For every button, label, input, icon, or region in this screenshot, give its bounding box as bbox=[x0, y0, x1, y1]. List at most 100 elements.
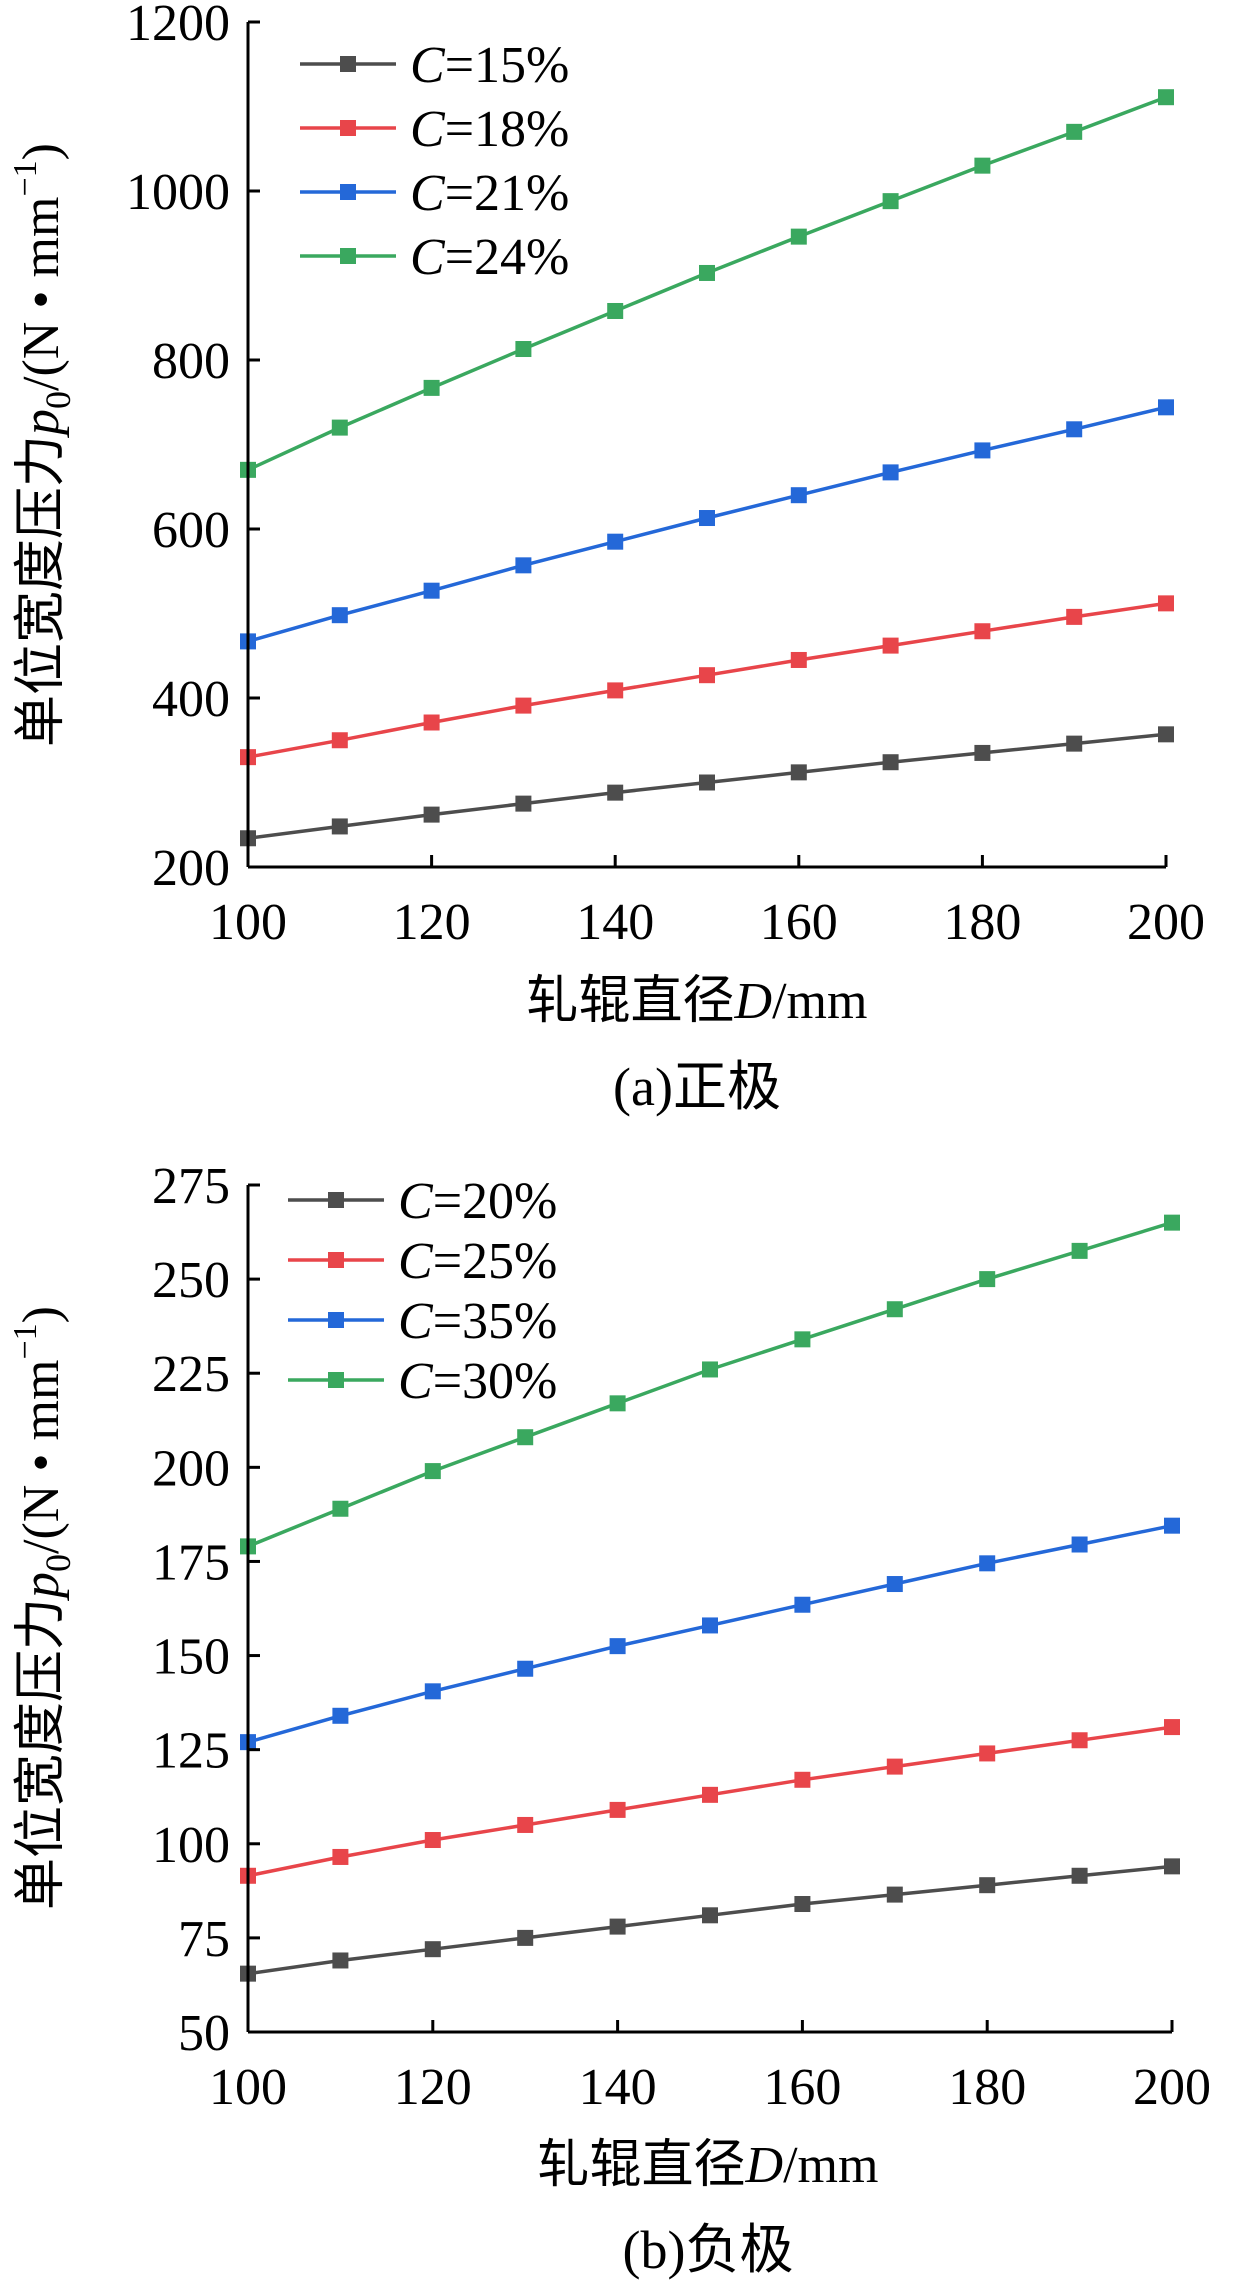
series-point-2 bbox=[974, 442, 991, 459]
series-point-3 bbox=[1066, 123, 1083, 140]
series-point-2 bbox=[1071, 1536, 1088, 1553]
x-axis-title: 轧辊直径D/mm bbox=[527, 973, 868, 1030]
legend-swatch-marker bbox=[328, 1252, 344, 1268]
series-point-1 bbox=[794, 1771, 811, 1788]
y-tick-label: 800 bbox=[152, 333, 230, 390]
series-point-3 bbox=[515, 341, 532, 358]
y-tick-label: 150 bbox=[152, 1629, 230, 1686]
series-point-3 bbox=[1164, 1214, 1180, 1231]
series-point-3 bbox=[423, 379, 440, 396]
series-point-1 bbox=[790, 651, 807, 668]
series-point-3 bbox=[702, 1361, 718, 1378]
legend-label: C=25% bbox=[398, 1233, 557, 1290]
y-tick-label: 75 bbox=[178, 1911, 230, 1968]
series-point-2 bbox=[515, 557, 532, 574]
x-tick-label: 100 bbox=[209, 894, 287, 951]
series-layer bbox=[240, 1214, 1180, 1982]
series-layer bbox=[240, 89, 1174, 847]
series-line-3 bbox=[247, 95, 1167, 472]
series-line-2 bbox=[247, 1523, 1173, 1744]
series-point-0 bbox=[794, 1896, 811, 1913]
series-point-3 bbox=[424, 1463, 441, 1480]
series-point-0 bbox=[790, 764, 807, 781]
series-point-2 bbox=[607, 533, 624, 550]
y-tick-label: 100 bbox=[152, 1817, 230, 1874]
x-tick-label: 140 bbox=[576, 894, 654, 951]
legend-label: C=35% bbox=[398, 1293, 557, 1350]
legend-swatch-marker bbox=[328, 1312, 344, 1328]
series-point-2 bbox=[1164, 1517, 1180, 1534]
series-point-2 bbox=[332, 1707, 349, 1724]
series-point-3 bbox=[607, 302, 624, 319]
series-point-0 bbox=[423, 806, 440, 823]
legend-label: C=30% bbox=[398, 1353, 557, 1410]
y-tick-label: 200 bbox=[152, 840, 230, 897]
series-point-0 bbox=[979, 1877, 996, 1894]
y-tick-label: 200 bbox=[152, 1440, 230, 1497]
x-tick-label: 200 bbox=[1127, 894, 1205, 951]
series-point-0 bbox=[1158, 726, 1174, 743]
caption: (b)负极 bbox=[623, 2220, 794, 2280]
series-point-0 bbox=[699, 774, 715, 791]
x-tick-label: 140 bbox=[579, 2059, 657, 2116]
series-point-3 bbox=[331, 419, 348, 436]
y-axis-title: 单位宽度压力p0/(N • mm−1) bbox=[7, 143, 78, 747]
series-point-1 bbox=[609, 1801, 626, 1818]
series-point-0 bbox=[424, 1941, 441, 1958]
series-point-3 bbox=[886, 1301, 903, 1318]
series-point-1 bbox=[607, 682, 624, 699]
legend: C=15% C=18% C=21% C=24% bbox=[300, 37, 569, 286]
series-point-1 bbox=[886, 1758, 903, 1775]
series-point-2 bbox=[882, 464, 899, 481]
legend-label: C=21% bbox=[410, 165, 569, 222]
x-tick-label: 120 bbox=[393, 894, 471, 951]
x-tick-label: 200 bbox=[1133, 2059, 1211, 2116]
series-point-2 bbox=[423, 582, 440, 599]
x-tick-label: 180 bbox=[948, 2059, 1026, 2116]
legend-swatch-marker bbox=[328, 1372, 344, 1388]
series-point-0 bbox=[1071, 1867, 1088, 1884]
y-tick-label: 50 bbox=[178, 2005, 230, 2062]
series-point-1 bbox=[1158, 595, 1174, 612]
legend-label: C=24% bbox=[410, 229, 569, 286]
legend-swatch-marker bbox=[340, 56, 356, 72]
ticks-layer: 200 400 600 800 1000 1200 100 120 140 160 180 200 bbox=[126, 0, 1205, 951]
series-point-1 bbox=[424, 1832, 441, 1849]
series-point-0 bbox=[515, 795, 532, 812]
x-tick-label: 160 bbox=[763, 2059, 841, 2116]
series-line-3 bbox=[247, 1220, 1173, 1549]
plot-area: 200 400 600 800 1000 1200 100 120 140 160 180 200 bbox=[126, 0, 1205, 951]
series-point-3 bbox=[699, 264, 715, 281]
series-point-3 bbox=[790, 228, 807, 245]
series-point-2 bbox=[424, 1683, 441, 1700]
series-point-1 bbox=[332, 1848, 349, 1865]
y-tick-label: 175 bbox=[152, 1534, 230, 1591]
series-point-1 bbox=[517, 1816, 534, 1833]
y-tick-label: 250 bbox=[152, 1252, 230, 1309]
series-point-2 bbox=[609, 1638, 626, 1655]
ticks-layer: 50 75 100 125 150 175 200 225 250 275 100 120 140 160… bbox=[152, 1158, 1211, 2116]
series-point-0 bbox=[607, 784, 624, 801]
series-point-3 bbox=[974, 157, 991, 174]
series-point-1 bbox=[1164, 1719, 1180, 1736]
legend-swatch-marker bbox=[340, 248, 356, 264]
series-point-3 bbox=[1158, 89, 1174, 106]
series-point-2 bbox=[331, 607, 348, 624]
y-axis-title: 单位宽度压力p0/(N • mm−1) bbox=[7, 1306, 78, 1910]
series-point-3 bbox=[332, 1500, 349, 1517]
y-tick-label: 275 bbox=[152, 1158, 230, 1215]
chart-positive-electrode: 200 400 600 800 1000 1200 100 120 140 160 180 200 C… bbox=[7, 0, 1205, 1117]
series-point-2 bbox=[794, 1596, 811, 1613]
series-point-2 bbox=[1066, 421, 1083, 438]
series-point-1 bbox=[882, 637, 899, 654]
x-tick-label: 120 bbox=[394, 2059, 472, 2116]
series-point-0 bbox=[702, 1907, 718, 1924]
legend-label: C=15% bbox=[410, 37, 569, 94]
y-tick-label: 1000 bbox=[126, 164, 230, 221]
series-point-0 bbox=[331, 818, 348, 835]
legend-swatch-marker bbox=[340, 120, 356, 136]
series-point-0 bbox=[1066, 735, 1083, 752]
series-point-1 bbox=[702, 1786, 718, 1803]
series-point-2 bbox=[702, 1617, 718, 1634]
series-point-0 bbox=[882, 754, 899, 771]
